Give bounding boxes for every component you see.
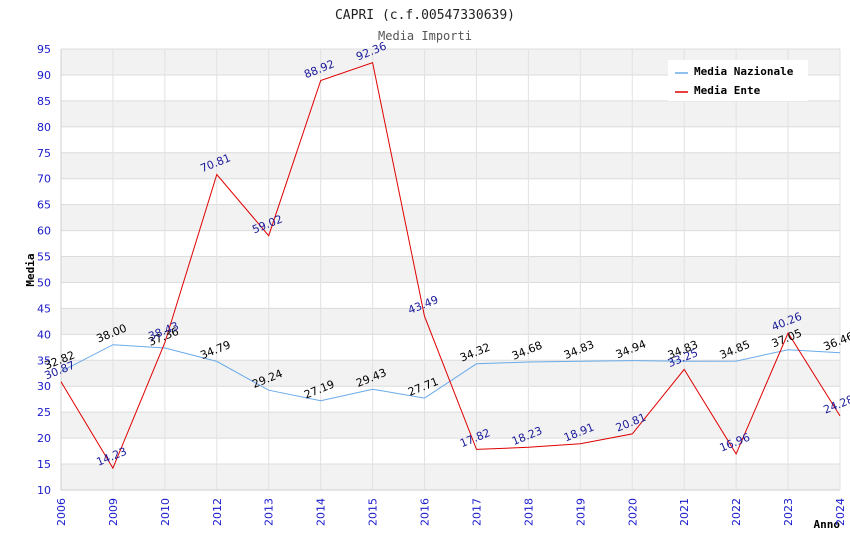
y-tick-label: 70 <box>37 173 51 186</box>
x-tick-label: 2009 <box>107 498 120 526</box>
legend: Media Nazionale Media Ente <box>668 60 808 101</box>
y-tick-label: 95 <box>37 43 51 56</box>
series-line-media-ente <box>60 62 841 470</box>
plot-band <box>61 100 840 127</box>
x-tick-label: 2014 <box>315 498 328 526</box>
y-tick-label: 45 <box>37 302 51 315</box>
y-tick-label: 20 <box>37 432 51 445</box>
x-tick-label: 2017 <box>470 498 483 526</box>
x-tick-label: 2012 <box>211 498 224 526</box>
chart-title: CAPRI (c.f.00547330639) <box>335 8 515 23</box>
y-axis-label: Media <box>24 253 37 286</box>
legend-box <box>668 60 808 101</box>
plot-band <box>61 308 840 335</box>
x-tick-label: 2006 <box>55 498 68 526</box>
plot-band <box>61 230 840 257</box>
plot-band <box>61 334 840 361</box>
x-tick-label: 2010 <box>159 498 172 526</box>
plot-band <box>61 178 840 205</box>
x-tick-label: 2021 <box>678 498 691 526</box>
y-tick-label: 10 <box>37 484 51 497</box>
plot-band <box>61 126 840 153</box>
x-axis-label: Anno <box>814 518 841 531</box>
plot-band <box>61 256 840 283</box>
x-tick-label: 2018 <box>522 498 535 526</box>
x-tick-label: 2013 <box>263 498 276 526</box>
y-tick-label: 65 <box>37 199 51 212</box>
series-line-media-nazionale <box>60 344 841 402</box>
y-tick-label: 75 <box>37 147 51 160</box>
plot-background <box>61 49 840 490</box>
plot-band <box>61 386 840 413</box>
y-tick-label: 55 <box>37 251 51 264</box>
y-tick-label: 35 <box>37 354 51 367</box>
x-tick-label: 2016 <box>419 498 432 526</box>
x-tick-label: 2020 <box>626 498 639 526</box>
y-tick-label: 15 <box>37 458 51 471</box>
series-lines <box>60 62 841 470</box>
plot-band <box>61 412 840 439</box>
plot-band <box>61 438 840 465</box>
x-axis-ticks: 2006 2009 2010 2012 2013 2014 2015 2016 2017 2018… <box>55 498 847 526</box>
legend-label-media-nazionale: Media Nazionale <box>694 65 794 78</box>
y-axis-ticks: 10 15 20 25 30 35 40 45 50 55 60 65 70 75 80 85 90 95 <box>37 43 51 497</box>
y-tick-label: 85 <box>37 95 51 108</box>
chart-subtitle: Media Importi <box>378 29 472 43</box>
y-tick-label: 30 <box>37 380 51 393</box>
x-tick-label: 2019 <box>574 498 587 526</box>
plot-band <box>61 282 840 309</box>
x-tick-label: 2022 <box>730 498 743 526</box>
x-tick-label: 2023 <box>782 498 795 526</box>
y-tick-label: 80 <box>37 121 51 134</box>
y-tick-label: 50 <box>37 276 51 289</box>
plot-band <box>61 152 840 179</box>
y-tick-label: 60 <box>37 225 51 238</box>
plot-band <box>61 464 840 490</box>
y-tick-label: 90 <box>37 69 51 82</box>
x-tick-label: 2015 <box>367 498 380 526</box>
x-tick-label: 2024 <box>834 498 847 526</box>
plot-band <box>61 204 840 231</box>
y-tick-label: 25 <box>37 406 51 419</box>
y-tick-label: 40 <box>37 328 51 341</box>
legend-label-media-ente: Media Ente <box>694 84 761 97</box>
